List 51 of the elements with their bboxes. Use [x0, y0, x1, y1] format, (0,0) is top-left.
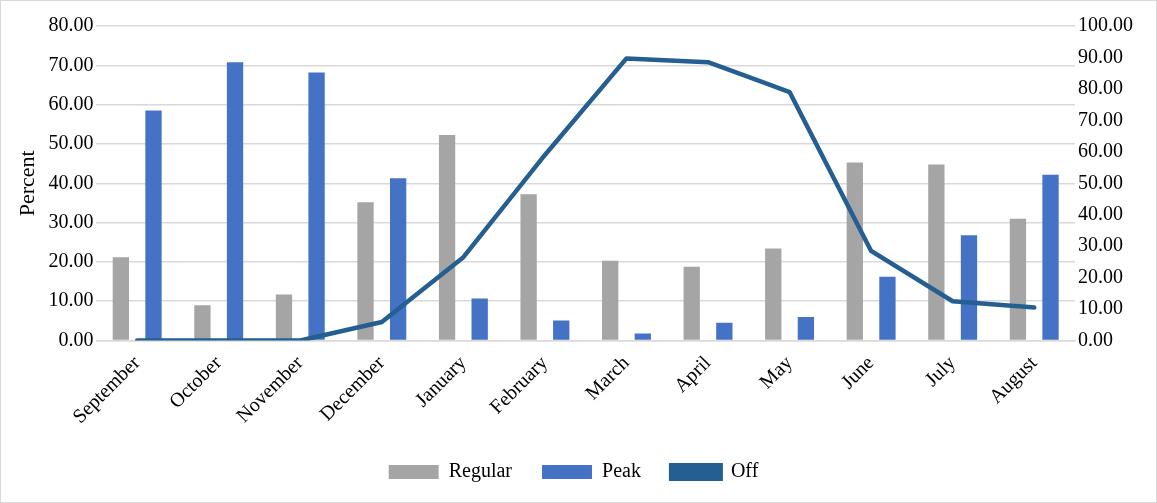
bar	[226, 62, 244, 340]
bar	[846, 162, 863, 340]
legend-label: Peak	[602, 459, 641, 482]
bar	[145, 110, 162, 340]
bar	[471, 298, 488, 340]
x-tick-label: May	[754, 351, 797, 394]
x-tick-label: June	[836, 350, 878, 393]
bar	[602, 260, 619, 340]
y-tick-label: 60.00	[48, 91, 94, 114]
y-tick-label: 10.00	[48, 288, 94, 311]
bar	[275, 294, 293, 340]
y2-tick-label: 60.00	[1078, 139, 1123, 162]
y-tick-label: 30.00	[48, 209, 94, 232]
bar	[716, 322, 733, 340]
bar	[797, 316, 815, 340]
y2-tick-label: 100.00	[1078, 13, 1133, 36]
y-axis-title: Percent	[13, 150, 39, 217]
y2-tick-label: 80.00	[1078, 76, 1123, 99]
bar	[634, 333, 651, 340]
bar	[112, 257, 130, 340]
bar	[194, 305, 211, 340]
bar	[357, 202, 374, 340]
bar	[553, 320, 570, 340]
y2-tick-label: 20.00	[1078, 264, 1123, 287]
bar	[1009, 218, 1027, 340]
y2-tick-label: 40.00	[1078, 201, 1123, 224]
y-tick-label: 20.00	[48, 249, 94, 272]
x-tick-label: July	[920, 351, 960, 391]
y-tick-label: 70.00	[48, 52, 94, 75]
y-tick-label: 0.00	[58, 327, 94, 350]
bar	[765, 248, 782, 340]
y2-tick-label: 10.00	[1078, 296, 1123, 319]
bar	[928, 164, 945, 340]
bar	[879, 276, 896, 340]
bar	[438, 134, 456, 340]
y-tick-label: 50.00	[48, 131, 94, 154]
y2-tick-label: 70.00	[1078, 107, 1123, 130]
y-tick-label: 40.00	[48, 170, 94, 193]
y2-tick-label: 50.00	[1078, 170, 1123, 193]
legend-label: Off	[730, 459, 759, 482]
y2-tick-label: 0.00	[1078, 327, 1113, 350]
legend-label: Regular	[448, 459, 513, 483]
bar	[520, 194, 537, 340]
y2-tick-label: 90.00	[1078, 44, 1123, 67]
bar	[389, 178, 407, 340]
bar	[683, 266, 700, 340]
y2-tick-label: 30.00	[1078, 233, 1123, 256]
y-tick-label: 80.00	[48, 13, 94, 36]
bar	[960, 235, 978, 340]
bar	[308, 72, 325, 340]
bar	[1042, 174, 1059, 340]
